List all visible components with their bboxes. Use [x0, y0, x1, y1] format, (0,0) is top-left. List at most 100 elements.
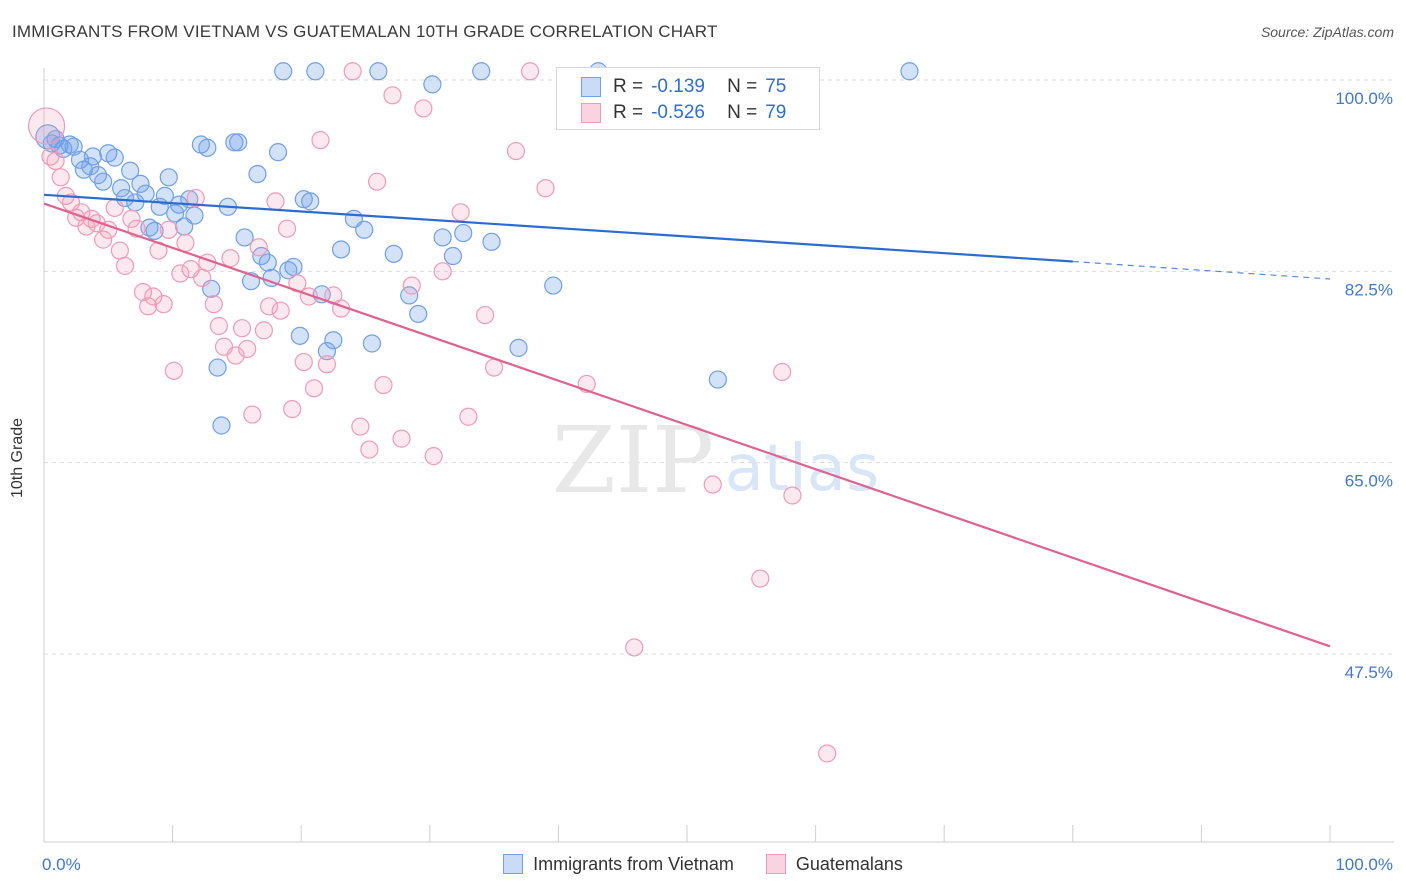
- point-vietnam-34: [208, 358, 227, 377]
- point-guatemalans-74: [703, 475, 722, 494]
- point-vietnam-43: [258, 253, 277, 272]
- series-legend: Immigrants from Vietnam Guatemalans: [0, 850, 1406, 878]
- point-guatemalans-29: [193, 268, 212, 287]
- point-vietnam-69: [482, 232, 501, 251]
- point-guatemalans-32: [209, 316, 228, 336]
- point-guatemalans-14: [110, 241, 129, 260]
- point-guatemalans-28: [186, 188, 205, 208]
- swatch-guatemalans: [581, 103, 601, 123]
- r-value-guatemalans: -0.526: [651, 102, 705, 123]
- point-vietnam-37: [225, 133, 244, 152]
- point-guatemalans-78: [818, 744, 837, 763]
- point-guatemalans-12: [99, 220, 118, 239]
- point-guatemalans-51: [317, 355, 337, 374]
- point-guatemalans-63: [424, 447, 443, 466]
- point-vietnam-56: [331, 240, 351, 259]
- y-tick-label-0: 100.0%: [1335, 89, 1393, 108]
- point-guatemalans-36: [232, 319, 252, 338]
- legend-label-vietnam: Immigrants from Vietnam: [533, 853, 734, 874]
- y-tick-label-3: 47.5%: [1345, 663, 1393, 682]
- point-vietnam-12: [94, 172, 113, 191]
- point-guatemalans-54: [343, 62, 362, 81]
- legend-swatch-vietnam: [503, 854, 524, 874]
- point-guatemalans-3: [51, 168, 70, 187]
- point-vietnam-46: [274, 62, 293, 81]
- r-label: R =: [613, 102, 644, 123]
- watermark-atlas: atlas: [725, 432, 880, 506]
- point-vietnam-68: [472, 62, 491, 81]
- point-guatemalans-35: [226, 346, 245, 365]
- point-guatemalans-49: [304, 379, 324, 398]
- trend-line-vietnam: [43, 193, 1073, 263]
- point-vietnam-39: [235, 228, 254, 247]
- r-value-vietnam: -0.139: [651, 76, 705, 97]
- point-guatemalans-0: [27, 107, 66, 145]
- n-value-guatemalans: 79: [765, 102, 787, 123]
- point-guatemalans-41: [259, 297, 279, 316]
- chart-title: IMMIGRANTS FROM VIETNAM VS GUATEMALAN 10…: [12, 22, 718, 41]
- point-vietnam-74: [900, 62, 919, 81]
- point-guatemalans-19: [139, 297, 158, 316]
- point-vietnam-19: [131, 174, 150, 193]
- point-guatemalans-39: [249, 238, 268, 257]
- point-vietnam-71: [544, 276, 563, 295]
- point-vietnam-52: [306, 62, 325, 81]
- point-vietnam-41: [248, 164, 267, 184]
- point-guatemalans-60: [392, 429, 411, 448]
- point-vietnam-30: [185, 206, 204, 225]
- swatch-vietnam: [581, 77, 601, 97]
- point-guatemalans-23: [159, 220, 178, 239]
- grid-lines: [44, 79, 1394, 655]
- point-guatemalans-67: [475, 305, 495, 325]
- point-vietnam-14: [105, 148, 124, 167]
- tick-labels: 100.0% 82.5% 65.0% 47.5% 0.0% 100.0%: [42, 89, 1393, 874]
- point-guatemalans-10: [87, 214, 106, 233]
- point-guatemalans-2: [46, 151, 65, 171]
- point-guatemalans-20: [144, 287, 163, 306]
- point-vietnam-70: [509, 338, 528, 357]
- point-vietnam-49: [290, 326, 310, 345]
- point-guatemalans-77: [783, 486, 802, 505]
- y-tick-label-1: 82.5%: [1345, 280, 1393, 299]
- n-label: N =: [727, 102, 758, 123]
- point-guatemalans-62: [414, 99, 433, 118]
- point-guatemalans-31: [204, 295, 223, 314]
- point-guatemalans-26: [176, 233, 195, 253]
- point-vietnam-10: [83, 147, 102, 166]
- legend-swatch-guatemalans: [765, 854, 786, 874]
- point-vietnam-20: [136, 184, 155, 203]
- point-guatemalans-55: [351, 417, 370, 436]
- r-label: R =: [613, 76, 644, 97]
- point-vietnam-48: [284, 257, 303, 277]
- x-tick-label-1: 100.0%: [1335, 855, 1393, 874]
- point-guatemalans-73: [625, 638, 644, 657]
- point-vietnam-65: [433, 228, 452, 247]
- point-vietnam-59: [362, 334, 382, 353]
- point-guatemalans-66: [459, 407, 478, 426]
- series-vietnam-points: [35, 62, 919, 435]
- point-guatemalans-22: [154, 295, 173, 314]
- point-guatemalans-34: [221, 249, 240, 268]
- point-guatemalans-69: [506, 141, 526, 161]
- point-guatemalans-64: [433, 262, 452, 281]
- legend-item-vietnam[interactable]: Immigrants from Vietnam: [503, 854, 734, 875]
- point-vietnam-60: [369, 62, 388, 81]
- watermark: ZIP atlas: [552, 407, 879, 514]
- point-vietnam-54: [317, 342, 337, 361]
- point-guatemalans-59: [383, 86, 402, 105]
- stats-row-guatemalans: R = -0.526 N = 79: [581, 101, 786, 125]
- point-guatemalans-11: [94, 230, 113, 249]
- point-guatemalans-75: [751, 569, 770, 588]
- point-vietnam-22: [145, 221, 164, 240]
- point-vietnam-67: [454, 223, 473, 243]
- point-guatemalans-24: [164, 361, 183, 380]
- legend-item-guatemalans[interactable]: Guatemalans: [765, 854, 903, 875]
- point-guatemalans-50: [311, 131, 330, 150]
- point-guatemalans-43: [271, 301, 290, 320]
- point-vietnam-15: [112, 179, 131, 198]
- point-guatemalans-56: [360, 440, 379, 459]
- point-guatemalans-16: [122, 209, 141, 228]
- point-guatemalans-18: [133, 283, 153, 302]
- point-guatemalans-70: [521, 62, 540, 81]
- point-vietnam-24: [155, 186, 174, 205]
